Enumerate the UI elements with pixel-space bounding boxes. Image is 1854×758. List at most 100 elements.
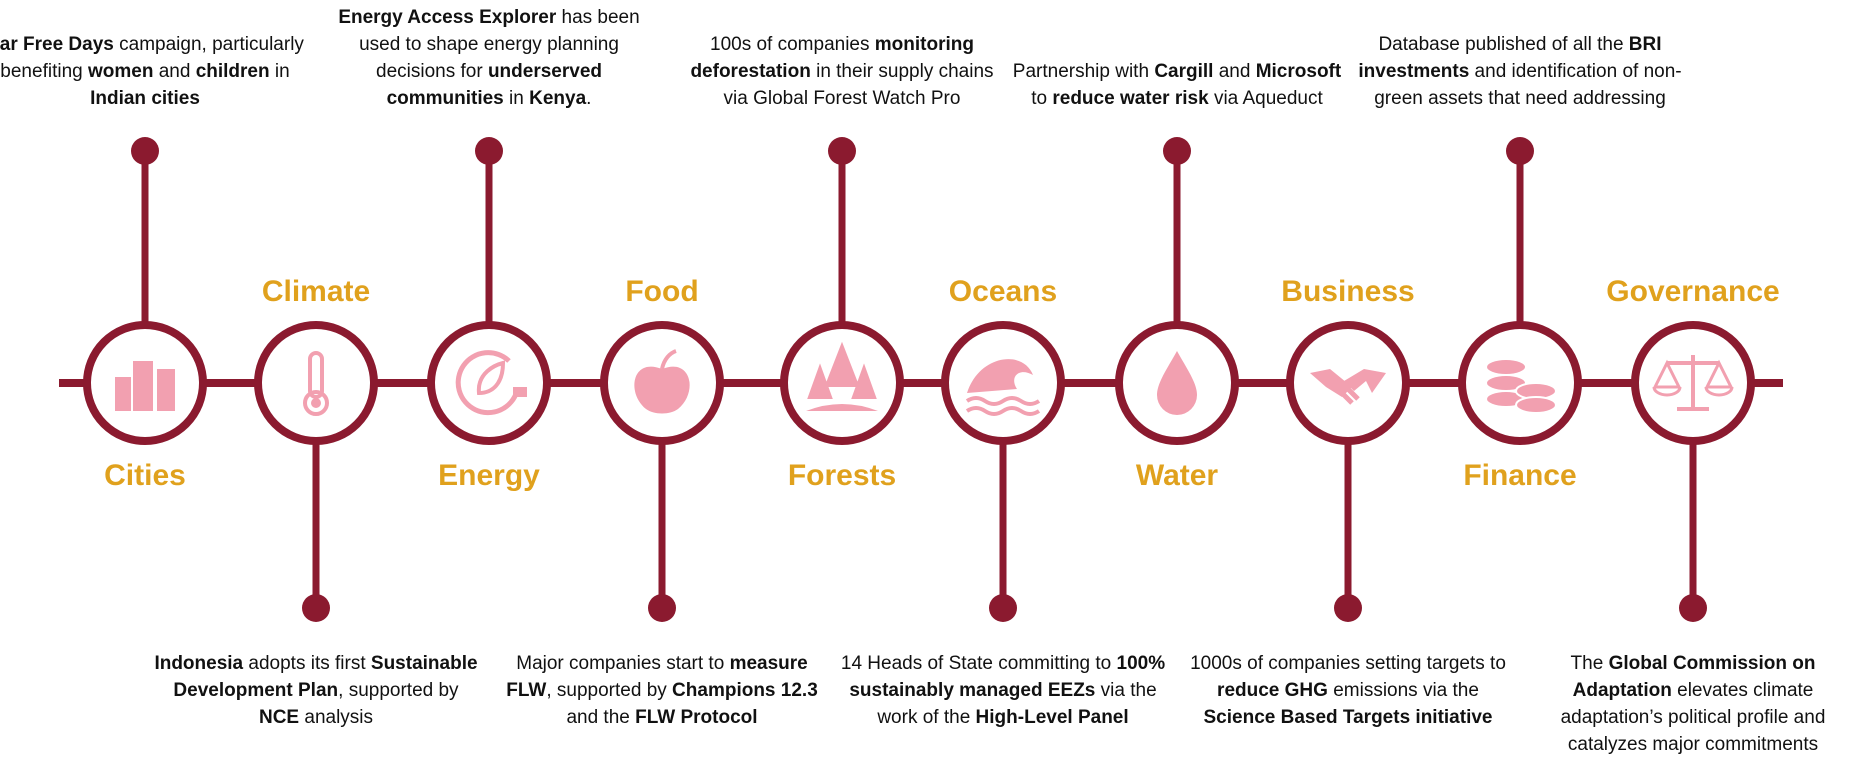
description-segment: NCE (258, 707, 300, 728)
connector-dot (1679, 594, 1707, 622)
topic-description: Energy Access Explorer has been used to … (324, 4, 654, 112)
description-segment: BRI investments (1358, 34, 1662, 82)
topic-icon (634, 349, 690, 414)
topic-label: Water (1135, 459, 1219, 492)
topic-icon (965, 359, 1041, 416)
description-segment: and the (566, 707, 636, 728)
description-segment: Microsoft (1255, 61, 1342, 82)
icon-part (1667, 355, 1719, 411)
topic-description: Database published of all the BRI invest… (1355, 31, 1685, 112)
topic-description: Partnership with Cargill and Microsoft t… (1012, 58, 1342, 112)
icon-part (476, 360, 506, 396)
connector-dot (828, 137, 856, 165)
topic-label: Governance (1606, 275, 1780, 308)
description-segment: Indonesia (154, 653, 244, 674)
icon-part (1485, 358, 1527, 376)
description-segment: Database published of all the (1378, 34, 1629, 55)
topic-description: Car Free Days campaign, particularly ben… (0, 31, 310, 112)
description-segment: elevates climate adaptation’s political … (1560, 680, 1826, 755)
icon-part (157, 369, 175, 411)
description-segment: , supported by (338, 680, 459, 701)
description-segment: , supported by (546, 680, 673, 701)
topic-icon (115, 361, 175, 411)
icon-part (806, 404, 878, 411)
description-segment: 100s of companies (710, 34, 875, 55)
connector-dot (1506, 137, 1534, 165)
description-segment: . (586, 88, 592, 109)
description-segment: Kenya (529, 88, 587, 109)
topic-label: Finance (1463, 459, 1577, 492)
icon-part (965, 396, 1041, 406)
description-segment: Indian cities (90, 88, 200, 109)
description-segment: via Aqueduct (1208, 88, 1323, 109)
topic-label: Food (625, 275, 699, 308)
description-segment: monitoring deforestation (690, 34, 974, 82)
description-segment: Energy Access Explorer (338, 7, 557, 28)
icon-part (967, 359, 1033, 393)
description-segment: Car Free Days (0, 34, 114, 55)
description-segment: reduce GHG (1217, 680, 1328, 701)
icon-part (115, 377, 131, 411)
description-segment: reduce water risk (1052, 88, 1209, 109)
topic-label: Oceans (948, 275, 1058, 308)
connector-dot (131, 137, 159, 165)
topic-label: Forests (787, 459, 897, 492)
topic-description: 14 Heads of State committing to 100% sus… (838, 650, 1168, 731)
description-segment: 14 Heads of State committing to (840, 653, 1117, 674)
icon-part (965, 406, 1041, 416)
topic-icon (806, 341, 878, 411)
topic-circle (254, 321, 378, 445)
topic-icon (1485, 358, 1557, 414)
description-segment: in (269, 61, 290, 82)
description-segment: Champions 12.3 (672, 680, 818, 701)
description-segment: has been used to shape energy planning d… (359, 7, 640, 82)
description-segment: analysis (299, 707, 374, 728)
description-segment: Sustainable Development Plan (173, 653, 478, 701)
description-segment: Partnership with (1012, 61, 1155, 82)
description-segment: Major companies start to (516, 653, 730, 674)
description-segment: High-Level Panel (975, 707, 1129, 728)
description-segment: Cargill (1154, 61, 1214, 82)
topic-label: Business (1281, 275, 1415, 308)
topic-icon (1157, 351, 1197, 415)
description-segment: to (1031, 88, 1053, 109)
description-segment: underserved communities (386, 61, 602, 109)
icon-part (1344, 369, 1386, 393)
description-segment: emissions via the (1327, 680, 1479, 701)
description-segment: campaign, particularly benefiting (0, 34, 304, 82)
connector-dot (1334, 594, 1362, 622)
icon-part (660, 349, 677, 370)
topic-description: Indonesia adopts its first Sustainable D… (151, 650, 481, 731)
description-segment: 100% sustainably managed EEZs (849, 653, 1166, 701)
icon-part (133, 361, 153, 411)
topic-description: 1000s of companies setting targets to re… (1183, 650, 1513, 731)
icon-part (851, 363, 877, 399)
icon-part (634, 366, 690, 414)
topic-icon (1652, 355, 1734, 411)
topic-label: Cities (104, 459, 186, 492)
icon-part (1336, 383, 1360, 405)
topic-circle (427, 321, 551, 445)
connector-dot (302, 594, 330, 622)
description-segment: Global Commission on Adaptation (1572, 653, 1816, 701)
icon-part (1515, 396, 1557, 414)
description-segment: 1000s of companies setting targets to (1190, 653, 1506, 674)
description-segment: via the work of the (877, 680, 1157, 728)
description-segment: The (1570, 653, 1609, 674)
connector-dot (475, 137, 503, 165)
icon-part (513, 387, 527, 397)
icon-part (303, 390, 329, 416)
description-segment: FLW Protocol (635, 707, 758, 728)
description-segment: and (1213, 61, 1256, 82)
connector-dot (989, 594, 1017, 622)
description-segment: in (503, 88, 530, 109)
connector-dot (1163, 137, 1191, 165)
description-segment: measure FLW (506, 653, 808, 701)
icon-part (308, 351, 324, 399)
description-segment: and identification of non-green assets t… (1374, 61, 1682, 109)
topic-icon (1310, 369, 1386, 405)
icon-part (1704, 359, 1734, 397)
topic-description: The Global Commission on Adaptation elev… (1528, 650, 1854, 758)
topic-label: Energy (438, 459, 540, 492)
